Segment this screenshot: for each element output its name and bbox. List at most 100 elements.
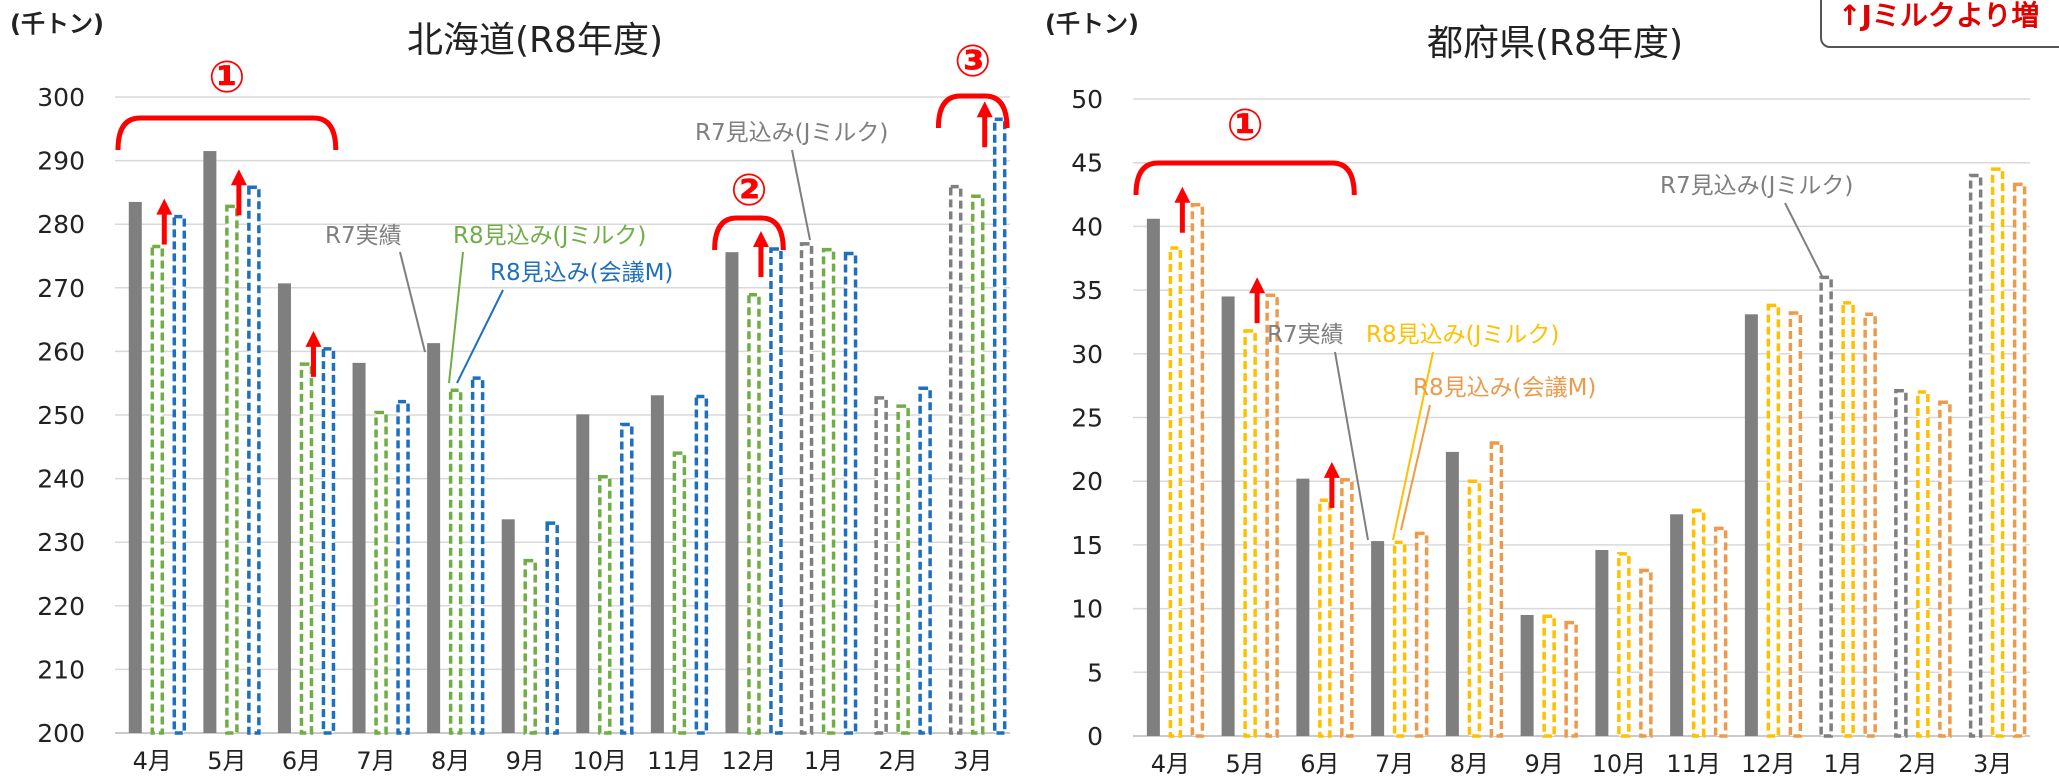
bar xyxy=(1340,478,1354,738)
x-tick-label: 3月 xyxy=(1973,750,2012,778)
bar xyxy=(1190,202,1205,738)
x-tick-label: 12月 xyxy=(722,747,777,775)
bar xyxy=(1296,478,1310,736)
bar xyxy=(1788,311,1803,738)
bar xyxy=(150,244,165,735)
bar xyxy=(1265,293,1279,738)
bar xyxy=(1691,508,1706,738)
bar xyxy=(1221,296,1235,736)
y-tick-label: 20 xyxy=(1071,467,1103,496)
bar xyxy=(1392,540,1407,738)
x-tick-label: 8月 xyxy=(1450,750,1489,778)
bar xyxy=(948,184,963,735)
bar xyxy=(970,194,985,735)
chart-title: 都府県(R8年度) xyxy=(1427,23,1683,64)
y-tick-label: 45 xyxy=(1071,149,1103,178)
series-annotation: R7見込み(Jミルク) xyxy=(1660,173,1853,199)
bar xyxy=(821,247,836,735)
y-axis-unit: (千トン) xyxy=(1045,10,1139,38)
x-tick-label: 5月 xyxy=(1225,750,1264,778)
y-tick-label: 300 xyxy=(37,83,85,112)
bar xyxy=(203,151,217,733)
y-tick-label: 280 xyxy=(37,210,85,239)
up-arrow-head xyxy=(976,101,993,118)
bracket-label: ③ xyxy=(954,36,991,87)
bar xyxy=(1467,479,1482,738)
series-annotation: R8見込み(会議M) xyxy=(490,260,673,286)
y-tick-label: 270 xyxy=(37,274,85,303)
bar xyxy=(1938,400,1952,738)
annotation-leader xyxy=(1334,351,1369,541)
y-tick-label: 220 xyxy=(37,592,85,621)
bar xyxy=(2012,182,2027,738)
bar xyxy=(1542,614,1556,738)
x-tick-label: 8月 xyxy=(431,747,470,775)
corner-note-box xyxy=(1820,0,2059,48)
x-tick-label: 2月 xyxy=(1898,750,1937,778)
bar xyxy=(1445,451,1459,736)
series-annotation: R7見込み(Jミルク) xyxy=(695,120,888,146)
annotation-leader xyxy=(791,149,811,241)
bar xyxy=(769,247,783,735)
y-tick-label: 210 xyxy=(37,655,85,684)
bar xyxy=(225,204,239,735)
bar xyxy=(896,404,910,735)
series-annotation: R7実績 xyxy=(325,223,402,249)
bar xyxy=(1894,388,1908,738)
bar xyxy=(874,396,888,735)
bar xyxy=(843,251,858,735)
annotation-leader xyxy=(448,251,464,384)
x-tick-label: 7月 xyxy=(1375,750,1414,778)
x-tick-label: 9月 xyxy=(1524,750,1563,778)
bar xyxy=(620,422,634,735)
x-tick-label: 12月 xyxy=(1741,750,1796,778)
bracket-label: ① xyxy=(1226,100,1263,151)
bar xyxy=(747,293,761,735)
bar xyxy=(1617,552,1631,738)
highlight-bracket xyxy=(115,115,339,151)
y-tick-label: 15 xyxy=(1071,531,1103,560)
annotation-leader xyxy=(1400,404,1431,531)
bar xyxy=(672,451,687,735)
bar xyxy=(650,395,664,733)
bar xyxy=(1968,173,1983,738)
x-tick-label: 6月 xyxy=(1300,750,1339,778)
annotation-leader xyxy=(1392,351,1434,541)
bar xyxy=(247,185,261,735)
series-annotation: R8見込み(Jミルク) xyxy=(1366,322,1559,348)
bar xyxy=(1371,541,1385,736)
annotation-leader xyxy=(399,251,426,353)
up-arrow-head xyxy=(752,231,769,248)
highlight-bracket xyxy=(1133,160,1357,196)
bar xyxy=(470,376,485,735)
bar xyxy=(725,252,739,733)
bar xyxy=(1564,620,1578,738)
bar xyxy=(1713,526,1728,738)
up-arrow-head xyxy=(230,169,247,186)
bar xyxy=(1520,614,1534,736)
y-tick-label: 35 xyxy=(1071,276,1103,305)
highlight-bracket xyxy=(935,93,1010,129)
bar xyxy=(1916,390,1930,738)
bracket-label: ① xyxy=(208,52,245,103)
chart-prefectures: 都府県(R8年度) (千トン) 0 5 10 15 20 25 30 35 40 45 50 4月 5月 6月… xyxy=(1045,10,2030,778)
y-tick-label: 50 xyxy=(1071,85,1103,114)
x-tick-label: 4月 xyxy=(1151,750,1190,778)
bar xyxy=(374,410,388,735)
series-annotation: R8見込み(Jミルク) xyxy=(453,223,646,249)
x-tick-label: 9月 xyxy=(506,747,545,775)
up-arrow-head xyxy=(156,198,173,215)
bar xyxy=(427,343,441,733)
y-tick-label: 30 xyxy=(1071,340,1103,369)
y-tick-label: 230 xyxy=(37,528,85,557)
bar xyxy=(694,394,709,735)
y-tick-label: 5 xyxy=(1087,658,1103,687)
annotation-leader xyxy=(456,289,504,384)
bar xyxy=(1819,275,1833,738)
bar xyxy=(1863,312,1877,738)
x-tick-label: 5月 xyxy=(207,747,246,775)
bar xyxy=(523,558,537,735)
bar xyxy=(992,117,1007,735)
bar xyxy=(576,414,590,733)
bar xyxy=(448,388,463,735)
